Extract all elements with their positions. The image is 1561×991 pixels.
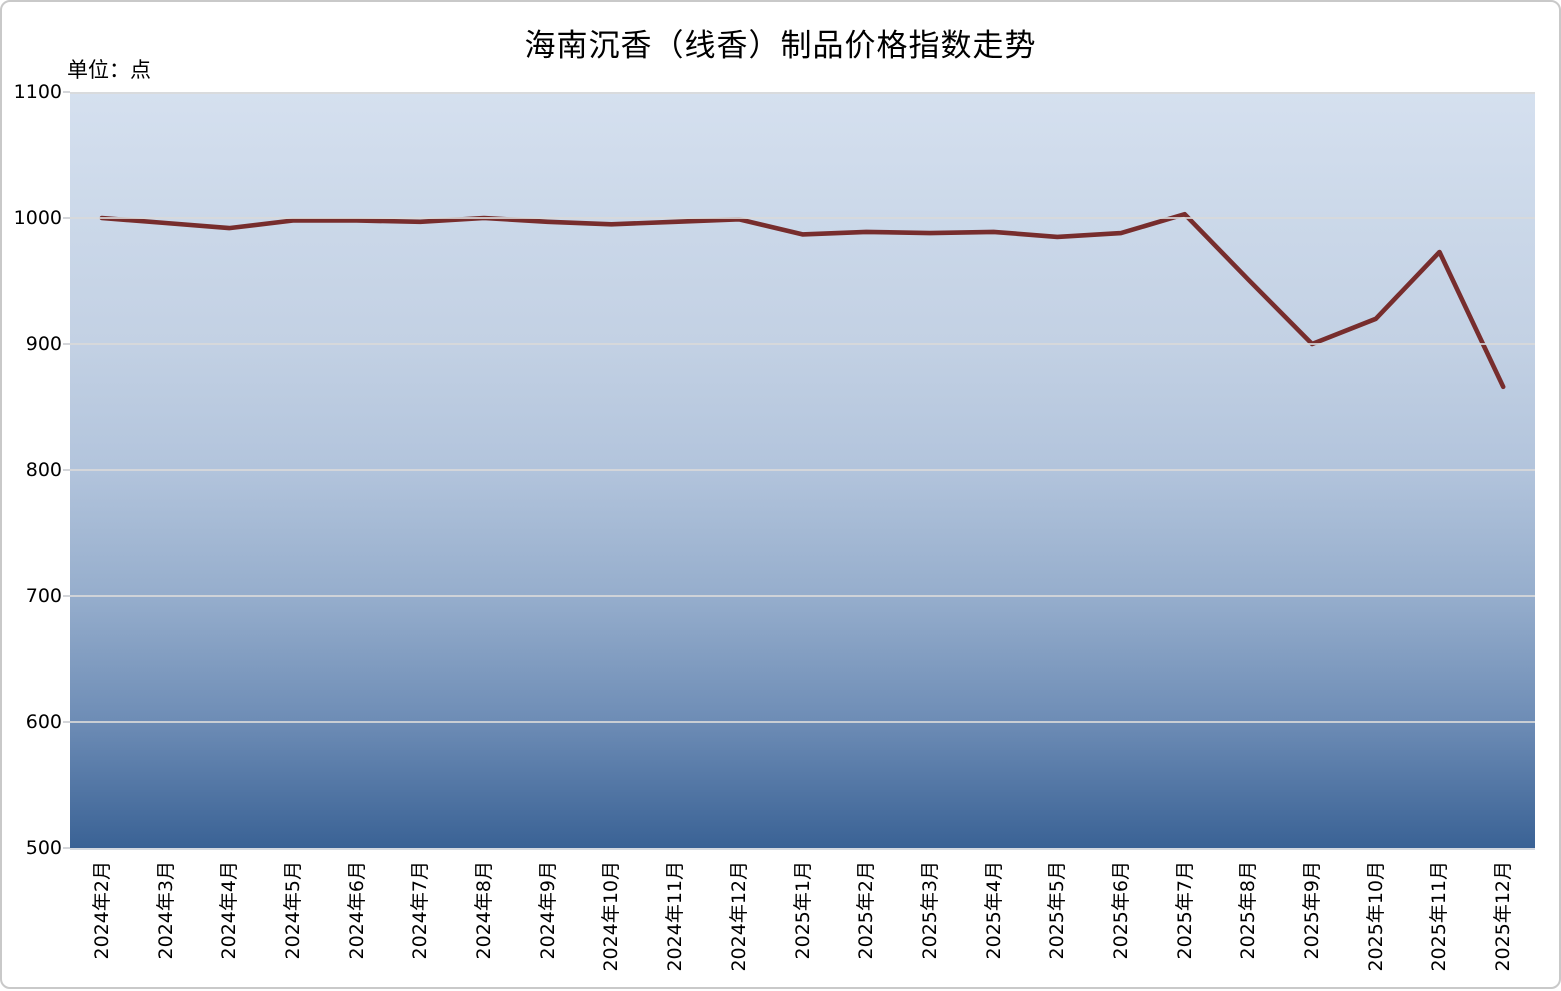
price-index-line <box>99 211 1506 390</box>
x-axis-label: 2024年10月 <box>600 861 623 972</box>
x-axis-label: 2024年8月 <box>473 861 496 960</box>
x-axis-label: 2024年2月 <box>90 861 113 960</box>
x-axis-label: 2024年5月 <box>281 861 304 960</box>
plot-area <box>70 92 1535 850</box>
x-axis-label: 2025年3月 <box>918 861 941 960</box>
y-axis-tick <box>63 343 70 345</box>
x-axis-label: 2025年11月 <box>1428 861 1451 972</box>
x-axis-label: 2024年12月 <box>727 861 750 972</box>
y-axis-label: 500 <box>25 837 62 859</box>
x-axis-label: 2025年4月 <box>982 861 1005 960</box>
x-axis-label: 2024年11月 <box>664 861 687 972</box>
x-axis-label: 2025年6月 <box>1109 861 1132 960</box>
gridline-1000 <box>70 217 1535 219</box>
line-series-canvas <box>99 211 1506 390</box>
x-axis-label: 2025年9月 <box>1301 861 1324 960</box>
y-axis-label: 600 <box>25 711 62 733</box>
y-axis-tick <box>63 91 70 93</box>
y-axis-tick <box>63 217 70 219</box>
x-axis-label: 2024年4月 <box>218 861 241 960</box>
x-axis-label: 2024年3月 <box>154 861 177 960</box>
x-axis-label: 2025年12月 <box>1492 861 1515 972</box>
gridline-900 <box>70 343 1535 345</box>
y-axis-label: 700 <box>25 585 62 607</box>
y-axis-unit-label: 单位：点 <box>67 58 151 82</box>
y-axis-tick <box>63 469 70 471</box>
x-axis-label: 2025年5月 <box>1046 861 1069 960</box>
x-axis-label: 2025年7月 <box>1173 861 1196 960</box>
chart-title: 海南沉香（线香）制品价格指数走势 <box>524 28 1037 64</box>
x-axis-label: 2025年8月 <box>1237 861 1260 960</box>
x-axis-label: 2025年10月 <box>1364 861 1387 972</box>
x-axis-label: 2025年1月 <box>791 861 814 960</box>
y-axis-label: 800 <box>25 459 62 481</box>
gridline-800 <box>70 469 1535 471</box>
y-axis-tick <box>63 847 70 849</box>
y-axis-tick <box>63 595 70 597</box>
x-axis-label: 2025年2月 <box>855 861 878 960</box>
gridline-700 <box>70 595 1535 597</box>
y-axis-tick <box>63 721 70 723</box>
y-axis-label: 900 <box>25 333 62 355</box>
y-axis-label: 1000 <box>13 207 62 229</box>
gridline-1100 <box>70 92 1535 94</box>
x-axis-label: 2024年6月 <box>345 861 368 960</box>
y-axis-label: 1100 <box>13 81 62 103</box>
x-axis-label: 2024年7月 <box>409 861 432 960</box>
x-axis-label: 2024年9月 <box>536 861 559 960</box>
gridline-600 <box>70 721 1535 723</box>
